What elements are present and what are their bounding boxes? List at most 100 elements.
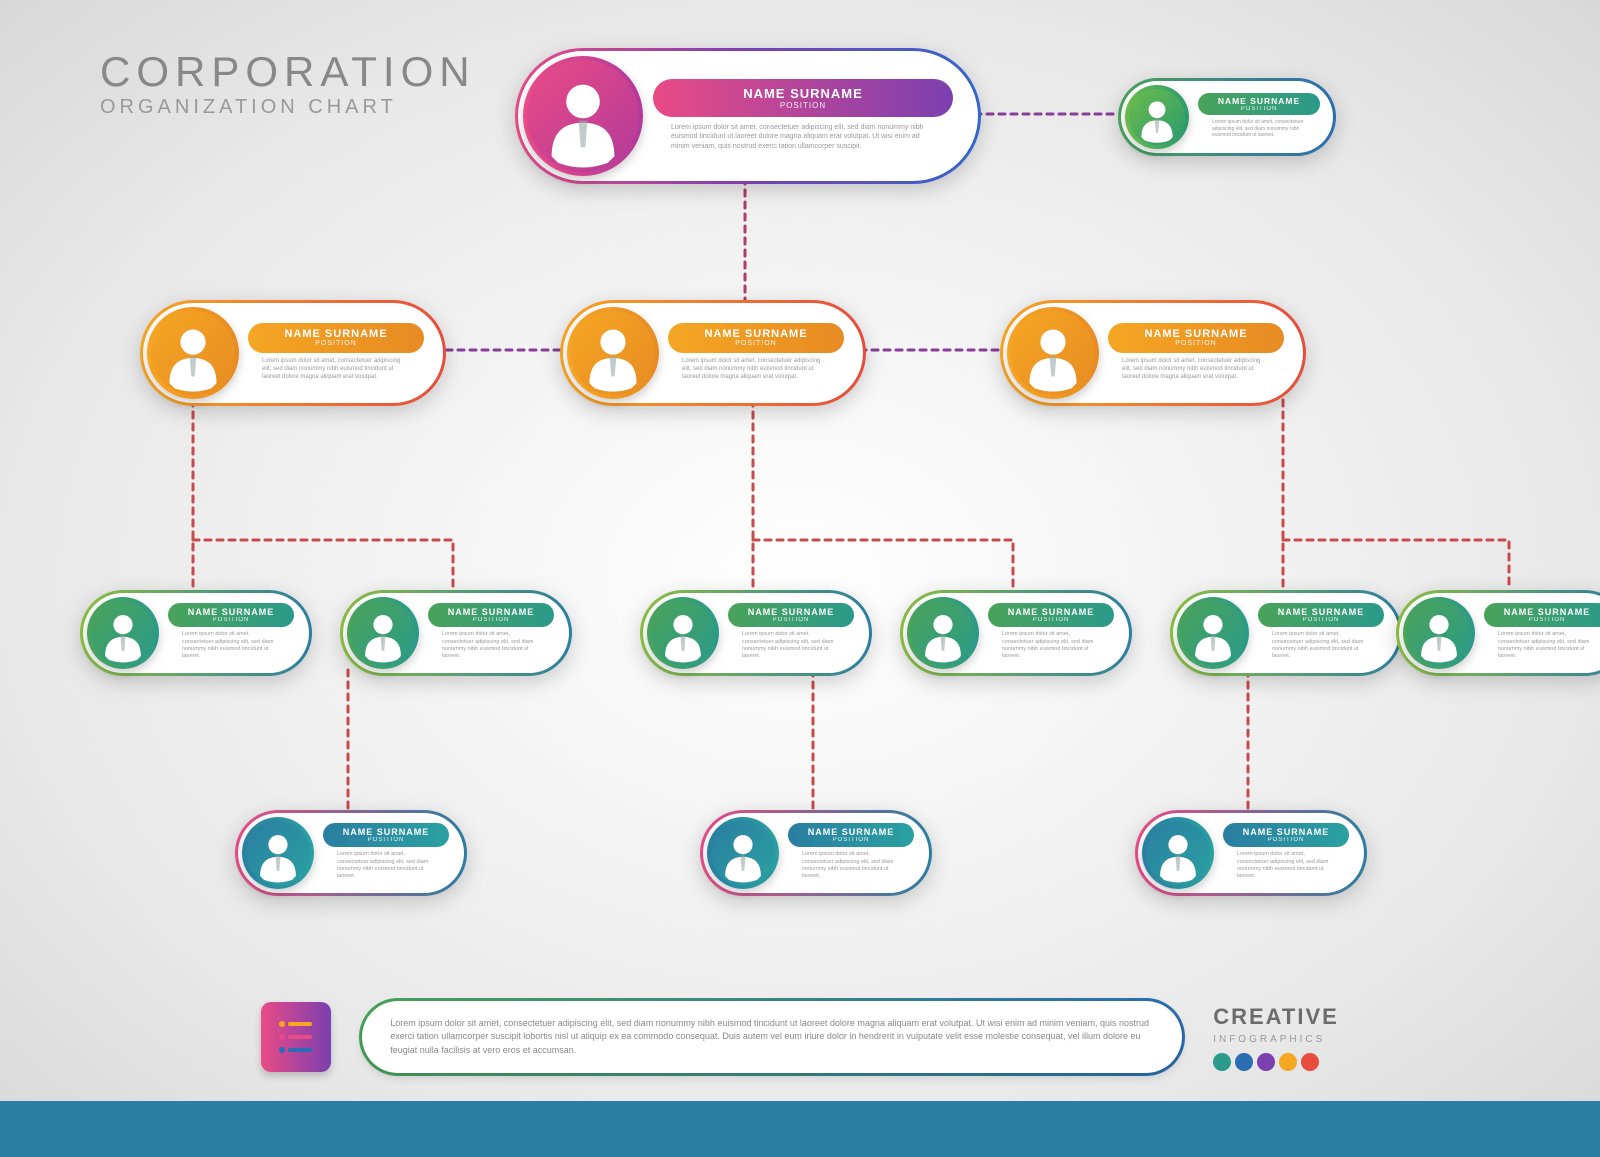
org-card: NAME SURNAME POSITIONLorem ipsum dolor s… xyxy=(1399,593,1600,673)
card-description: Lorem ipsum dolor sit amet, consectetuer… xyxy=(1198,115,1320,141)
person-name: NAME SURNAME xyxy=(704,328,807,340)
card-body: NAME SURNAME POSITIONLorem ipsum dolor s… xyxy=(1141,816,1361,890)
person-name: NAME SURNAME xyxy=(1144,328,1247,340)
org-card: NAME SURNAME POSITIONLorem ipsum dolor s… xyxy=(343,593,569,673)
name-pill: NAME SURNAME POSITION xyxy=(788,823,914,847)
name-pill: NAME SURNAME POSITION xyxy=(1108,323,1284,353)
card-description: Lorem ipsum dolor sit amet, consectetuer… xyxy=(653,117,953,153)
footer: Lorem ipsum dolor sit amet, consectetuer… xyxy=(0,977,1600,1097)
org-card: NAME SURNAME POSITIONLorem ipsum dolor s… xyxy=(1138,813,1364,893)
footer-brand: CREATIVE INFOGRAPHICS xyxy=(1213,1004,1339,1071)
card-description: Lorem ipsum dolor sit amet, consectetuer… xyxy=(168,627,294,663)
person-name: NAME SURNAME xyxy=(808,827,895,837)
person-name: NAME SURNAME xyxy=(1504,607,1591,617)
card-body: NAME SURNAME POSITIONLorem ipsum dolor s… xyxy=(521,54,975,178)
name-pill: NAME SURNAME POSITION xyxy=(323,823,449,847)
org-card: NAME SURNAME POSITIONLorem ipsum dolor s… xyxy=(238,813,464,893)
person-position: POSITION xyxy=(780,101,826,110)
brand-dots xyxy=(1213,1053,1319,1071)
person-position: POSITION xyxy=(735,340,776,347)
brand-dot xyxy=(1257,1053,1275,1071)
card-body: NAME SURNAME POSITIONLorem ipsum dolor s… xyxy=(906,596,1126,670)
org-card: NAME SURNAME POSITIONLorem ipsum dolor s… xyxy=(83,593,309,673)
connector-vp2-m22 xyxy=(753,540,1013,590)
brand-dot xyxy=(1213,1053,1231,1071)
brand-dot xyxy=(1279,1053,1297,1071)
footer-text-pill: Lorem ipsum dolor sit amet, consectetuer… xyxy=(359,998,1185,1076)
card-description: Lorem ipsum dolor sit amet, consectetuer… xyxy=(1258,627,1384,663)
person-position: POSITION xyxy=(833,837,870,843)
person-name: NAME SURNAME xyxy=(1218,96,1300,106)
person-position: POSITION xyxy=(368,837,405,843)
org-chart-stage: CORPORATION ORGANIZATION CHART NAME SURN… xyxy=(0,0,1600,1157)
person-name: NAME SURNAME xyxy=(748,607,835,617)
footer-band xyxy=(0,1101,1600,1157)
card-body: NAME SURNAME POSITIONLorem ipsum dolor s… xyxy=(346,596,566,670)
person-position: POSITION xyxy=(213,617,250,623)
name-pill: NAME SURNAME POSITION xyxy=(988,603,1114,627)
org-card: NAME SURNAME POSITIONLorem ipsum dolor s… xyxy=(903,593,1129,673)
name-pill: NAME SURNAME POSITION xyxy=(1223,823,1349,847)
org-node-vp1: NAME SURNAME POSITIONLorem ipsum dolor s… xyxy=(140,300,446,406)
person-position: POSITION xyxy=(773,617,810,623)
card-description: Lorem ipsum dolor sit amet, consectetuer… xyxy=(788,847,914,883)
org-card: NAME SURNAME POSITIONLorem ipsum dolor s… xyxy=(643,593,869,673)
org-node-ceo: NAME SURNAME POSITIONLorem ipsum dolor s… xyxy=(515,48,981,184)
org-node-m12: NAME SURNAME POSITIONLorem ipsum dolor s… xyxy=(340,590,572,676)
brand-main: CREATIVE xyxy=(1213,1004,1339,1030)
brand-dot xyxy=(1235,1053,1253,1071)
footer-list-icon xyxy=(261,1002,331,1072)
card-body: NAME SURNAME POSITIONLorem ipsum dolor s… xyxy=(1402,596,1600,670)
card-body: NAME SURNAME POSITIONLorem ipsum dolor s… xyxy=(86,596,306,670)
org-card: NAME SURNAME POSITIONLorem ipsum dolor s… xyxy=(1173,593,1399,673)
person-name: NAME SURNAME xyxy=(1278,607,1365,617)
name-pill: NAME SURNAME POSITION xyxy=(428,603,554,627)
name-pill: NAME SURNAME POSITION xyxy=(653,79,953,117)
org-node-m32: NAME SURNAME POSITIONLorem ipsum dolor s… xyxy=(1396,590,1600,676)
card-description: Lorem ipsum dolor sit amet, consectetuer… xyxy=(1223,847,1349,883)
person-name: NAME SURNAME xyxy=(448,607,535,617)
person-name: NAME SURNAME xyxy=(343,827,430,837)
org-node-m31: NAME SURNAME POSITIONLorem ipsum dolor s… xyxy=(1170,590,1402,676)
person-position: POSITION xyxy=(1241,106,1278,112)
name-pill: NAME SURNAME POSITION xyxy=(248,323,424,353)
card-body: NAME SURNAME POSITIONLorem ipsum dolor s… xyxy=(646,596,866,670)
name-pill: NAME SURNAME POSITION xyxy=(728,603,854,627)
card-description: Lorem ipsum dolor sit amet, consectetuer… xyxy=(323,847,449,883)
person-position: POSITION xyxy=(315,340,356,347)
card-description: Lorem ipsum dolor sit amet, consectetuer… xyxy=(728,627,854,663)
title-block: CORPORATION ORGANIZATION CHART xyxy=(100,48,476,119)
person-name: NAME SURNAME xyxy=(1243,827,1330,837)
name-pill: NAME SURNAME POSITION xyxy=(668,323,844,353)
person-position: POSITION xyxy=(473,617,510,623)
name-pill: NAME SURNAME POSITION xyxy=(168,603,294,627)
person-name: NAME SURNAME xyxy=(284,328,387,340)
card-body: NAME SURNAME POSITIONLorem ipsum dolor s… xyxy=(241,816,461,890)
org-node-m11: NAME SURNAME POSITIONLorem ipsum dolor s… xyxy=(80,590,312,676)
name-pill: NAME SURNAME POSITION xyxy=(1258,603,1384,627)
person-position: POSITION xyxy=(1175,340,1216,347)
person-position: POSITION xyxy=(1268,837,1305,843)
name-pill: NAME SURNAME POSITION xyxy=(1484,603,1600,627)
brand-dot xyxy=(1301,1053,1319,1071)
org-node-vp3: NAME SURNAME POSITIONLorem ipsum dolor s… xyxy=(1000,300,1306,406)
card-body: NAME SURNAME POSITIONLorem ipsum dolor s… xyxy=(1176,596,1396,670)
person-name: NAME SURNAME xyxy=(188,607,275,617)
card-body: NAME SURNAME POSITIONLorem ipsum dolor s… xyxy=(146,306,440,400)
footer-text: Lorem ipsum dolor sit amet, consectetuer… xyxy=(390,1017,1154,1058)
org-node-s2: NAME SURNAME POSITIONLorem ipsum dolor s… xyxy=(700,810,932,896)
card-description: Lorem ipsum dolor sit amet, consectetuer… xyxy=(248,353,424,383)
person-name: NAME SURNAME xyxy=(1008,607,1095,617)
connector-vp1-m12 xyxy=(193,540,453,590)
card-description: Lorem ipsum dolor sit amet, consectetuer… xyxy=(1484,627,1600,663)
person-position: POSITION xyxy=(1033,617,1070,623)
card-description: Lorem ipsum dolor sit amet, consectetuer… xyxy=(988,627,1114,663)
person-position: POSITION xyxy=(1303,617,1340,623)
brand-sub: INFOGRAPHICS xyxy=(1213,1034,1325,1045)
person-position: POSITION xyxy=(1529,617,1566,623)
org-card: NAME SURNAME POSITIONLorem ipsum dolor s… xyxy=(518,51,978,181)
person-name: NAME SURNAME xyxy=(743,86,863,101)
org-node-s3: NAME SURNAME POSITIONLorem ipsum dolor s… xyxy=(1135,810,1367,896)
card-body: NAME SURNAME POSITIONLorem ipsum dolor s… xyxy=(566,306,860,400)
org-card: NAME SURNAME POSITION Lorem ipsum dolor s… xyxy=(1121,81,1333,153)
